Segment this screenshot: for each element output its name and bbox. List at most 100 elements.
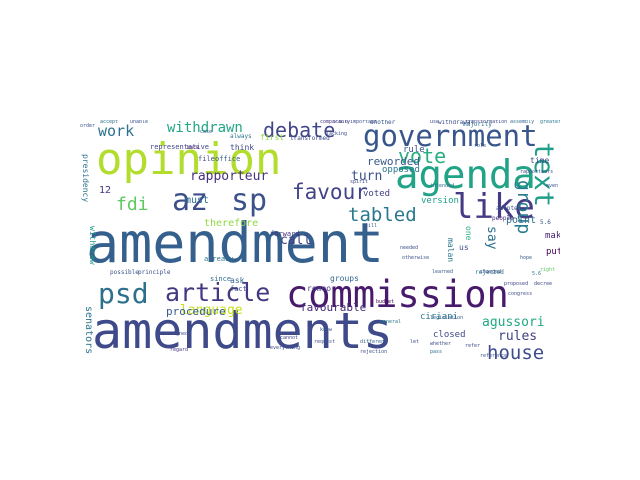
word: rapporteur bbox=[190, 169, 269, 184]
word: procedure bbox=[166, 305, 226, 318]
word: fact bbox=[230, 285, 247, 293]
word: otherwise bbox=[402, 255, 430, 261]
word: reference bbox=[480, 353, 508, 359]
word: make bbox=[545, 231, 560, 241]
word: transformation bbox=[465, 120, 508, 125]
word: general bbox=[380, 319, 402, 325]
word: even bbox=[546, 183, 559, 189]
word: whether bbox=[430, 341, 452, 347]
word: changed bbox=[480, 269, 502, 275]
word: 5.6 bbox=[532, 271, 542, 277]
word: call bbox=[280, 233, 312, 248]
word: different bbox=[360, 339, 388, 345]
word: psd bbox=[98, 277, 149, 310]
word: favourable bbox=[300, 301, 367, 314]
word-cloud: amendment amendments opinion commission … bbox=[80, 120, 560, 360]
word: intended bbox=[430, 183, 455, 189]
word: voted bbox=[363, 189, 391, 199]
word: order bbox=[80, 123, 96, 129]
word: 12 bbox=[99, 185, 112, 196]
word: file bbox=[198, 155, 215, 163]
word: role bbox=[474, 143, 487, 149]
word: since bbox=[210, 275, 232, 283]
word: know bbox=[320, 327, 333, 333]
word: hope bbox=[520, 255, 533, 261]
word: think bbox=[230, 143, 255, 152]
word: opposed bbox=[382, 165, 420, 175]
word: use bbox=[430, 120, 440, 125]
word: favour bbox=[292, 180, 368, 204]
word: principle bbox=[138, 269, 171, 276]
word: pass bbox=[430, 349, 443, 355]
word: house bbox=[487, 342, 545, 361]
word: put bbox=[546, 247, 560, 257]
word: ciriani bbox=[420, 312, 458, 322]
word: people bbox=[492, 215, 514, 222]
word: work bbox=[98, 122, 135, 140]
word: vote bbox=[398, 144, 447, 168]
word: still bbox=[362, 223, 378, 229]
word: budget bbox=[376, 299, 395, 305]
word: spirit bbox=[350, 179, 369, 185]
word: senators bbox=[83, 306, 94, 355]
word: lacking bbox=[326, 131, 348, 137]
word: amendments bbox=[92, 302, 394, 360]
word: us bbox=[459, 243, 469, 252]
word: legislation bbox=[430, 315, 464, 321]
word: right bbox=[540, 267, 556, 273]
word: az bbox=[172, 183, 209, 218]
word: article bbox=[165, 278, 271, 307]
word: agussori bbox=[482, 315, 545, 330]
word: ask bbox=[230, 276, 245, 285]
word: groups bbox=[330, 274, 359, 283]
word: comparably bbox=[320, 120, 351, 125]
word: withdraw bbox=[88, 226, 97, 265]
word: 5.6.6 bbox=[333, 120, 349, 125]
word: transformed bbox=[290, 135, 330, 142]
word: greater bbox=[540, 120, 560, 125]
word: case bbox=[200, 129, 213, 135]
word: accept bbox=[100, 120, 119, 125]
word: agenda bbox=[395, 153, 536, 198]
word: important bbox=[350, 120, 378, 125]
word: one bbox=[464, 226, 473, 241]
word: language bbox=[180, 303, 243, 318]
word: learned bbox=[432, 269, 454, 275]
word: majority bbox=[463, 121, 492, 128]
word: text bbox=[528, 142, 559, 208]
word: presidency bbox=[81, 154, 90, 203]
word: rule bbox=[403, 145, 425, 155]
word: rejection bbox=[360, 349, 388, 355]
word: assembly bbox=[510, 120, 535, 125]
word: amendment bbox=[86, 211, 385, 275]
word: fdi bbox=[116, 194, 149, 215]
word: debate bbox=[263, 120, 336, 142]
word: signed bbox=[170, 331, 189, 337]
word: already bbox=[204, 255, 234, 263]
word: possible bbox=[110, 269, 139, 276]
word: unable bbox=[130, 120, 149, 125]
word: sp bbox=[231, 183, 268, 218]
word: cannot bbox=[280, 335, 299, 341]
word: let bbox=[410, 339, 420, 345]
word: government bbox=[363, 120, 538, 153]
word: representative bbox=[150, 143, 210, 151]
word: 5.6 bbox=[540, 219, 551, 226]
word: like bbox=[453, 187, 535, 227]
word: opinion bbox=[96, 134, 282, 185]
word: withdrawn bbox=[167, 120, 243, 136]
word: must bbox=[185, 195, 210, 206]
word: another bbox=[370, 120, 396, 126]
word: rapporteurs bbox=[520, 169, 554, 175]
word: request bbox=[314, 339, 336, 345]
word: rejected bbox=[475, 269, 504, 276]
word: malan bbox=[446, 238, 455, 263]
word: version bbox=[421, 196, 459, 206]
word: proposed bbox=[504, 281, 529, 287]
word: tabled bbox=[348, 204, 417, 226]
word: back bbox=[187, 145, 200, 151]
word: forward bbox=[270, 230, 300, 238]
word: closed bbox=[433, 330, 466, 340]
word: office bbox=[215, 155, 241, 163]
word: decree bbox=[534, 281, 553, 287]
